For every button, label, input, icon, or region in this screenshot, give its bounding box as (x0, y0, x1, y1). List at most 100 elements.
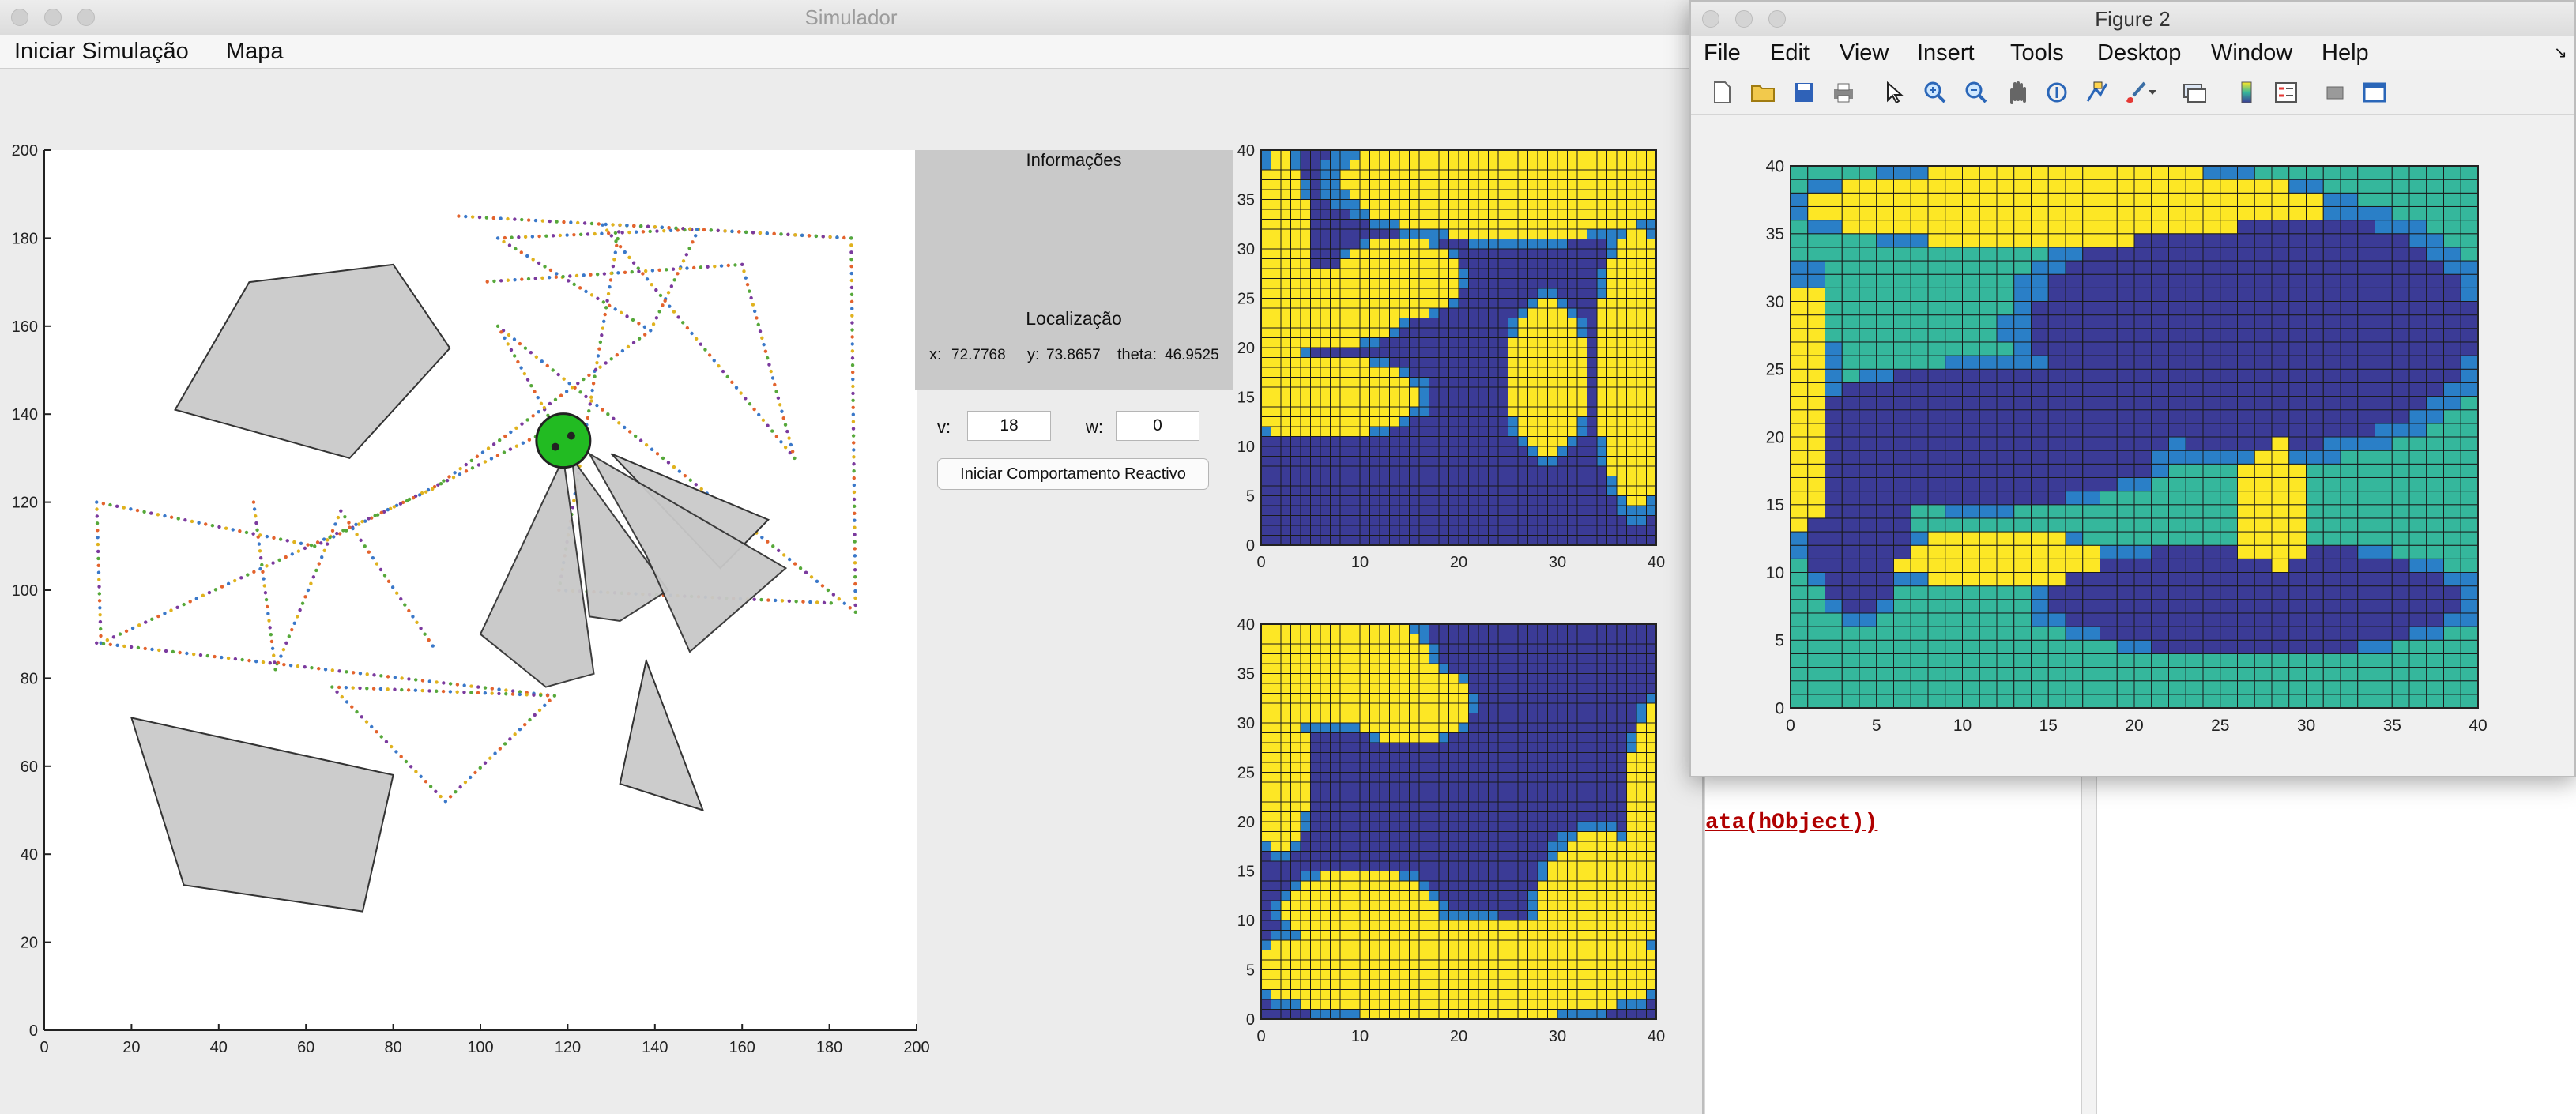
menu-help[interactable]: Help (2322, 40, 2369, 66)
heatmap-cell (2047, 165, 2066, 180)
menu-view[interactable]: View (1840, 40, 1889, 66)
heatmap-cell (1616, 623, 1627, 634)
heatmap-cell (1587, 436, 1598, 447)
heatmap-cell (1488, 969, 1499, 980)
heatmap-cell (1825, 368, 1843, 383)
heatmap-cell (1379, 357, 1390, 368)
heatmap-cell (1399, 623, 1410, 634)
heatmap-cell (1379, 634, 1390, 645)
heatmap-cell (1825, 450, 1843, 465)
menu-desktop[interactable]: Desktop (2097, 40, 2182, 66)
menu-overflow-icon[interactable]: ↘ (2554, 44, 2567, 62)
figure-close-button[interactable] (1702, 10, 1719, 28)
menu-edit[interactable]: Edit (1770, 40, 1810, 66)
trajectory-point (420, 679, 425, 683)
heatmap-cell (1606, 920, 1618, 931)
heatmap-cell (1508, 801, 1519, 812)
v-input[interactable]: 18 (967, 411, 1051, 441)
menu-file[interactable]: File (1704, 40, 1741, 66)
heatmap-cell (1616, 535, 1627, 546)
console-scrollbar[interactable] (2081, 777, 2097, 1114)
y-tick-label: 25 (1237, 291, 1255, 308)
heatmap-cell (1606, 742, 1618, 753)
heatmap-cell (1399, 169, 1410, 180)
heatmap-cell (1517, 999, 1528, 1010)
close-window-button[interactable] (11, 9, 28, 26)
heatmap-cell (1409, 386, 1420, 397)
trajectory-point (233, 657, 238, 661)
menu-tools[interactable]: Tools (2010, 40, 2064, 66)
heatmap-cell (1636, 189, 1647, 200)
heatmap-cell (1429, 525, 1440, 536)
link-plot-icon[interactable] (2181, 79, 2208, 106)
colorbar-icon[interactable] (2233, 79, 2260, 106)
trajectory-point (641, 230, 646, 234)
dock-icon[interactable] (2361, 79, 2388, 106)
pointer-icon[interactable] (1881, 79, 1908, 106)
heatmap-cell (1418, 673, 1429, 684)
heatmap-cell (1369, 663, 1380, 674)
heatmap-cell (1300, 357, 1311, 368)
menu-insert[interactable]: Insert (1917, 40, 1975, 66)
heatmap-cell (1616, 406, 1627, 417)
hide-tools-icon[interactable] (2322, 79, 2348, 106)
heatmap-cell (1547, 959, 1558, 970)
trajectory-point (619, 310, 623, 315)
heatmap-cell (2065, 558, 2084, 573)
w-input[interactable]: 0 (1116, 411, 1199, 441)
heatmap-cell (1807, 165, 1825, 180)
save-icon[interactable] (1791, 79, 1817, 106)
heatmap-cell (1859, 694, 1877, 709)
new-file-icon[interactable] (1708, 79, 1735, 106)
minimize-window-button[interactable] (44, 9, 62, 26)
menu-iniciar-simulacao[interactable]: Iniciar Simulação (14, 39, 189, 64)
heatmap-cell (1359, 199, 1370, 210)
heatmap-cell (1399, 900, 1410, 911)
heatmap-cell (2100, 558, 2118, 573)
matlab-console[interactable]: ata(hObject)) (1705, 777, 2576, 1114)
trajectory-point (205, 653, 209, 658)
trajectory-point (464, 469, 469, 473)
trajectory-point (252, 570, 256, 574)
heatmap-cell (2082, 368, 2100, 383)
menu-mapa[interactable]: Mapa (226, 39, 284, 64)
data-cursor-icon[interactable] (2083, 79, 2110, 106)
trajectory-point (631, 261, 636, 265)
heatmap-cell (1646, 841, 1657, 852)
brush-dropdown-icon[interactable] (2145, 79, 2160, 106)
heatmap-cell (1260, 623, 1271, 634)
heatmap-cell (1587, 386, 1598, 397)
maximize-window-button[interactable] (77, 9, 95, 26)
heatmap-cell (1596, 910, 1607, 921)
heatmap-cell (1369, 683, 1380, 694)
heatmap-cell (1389, 258, 1400, 269)
menu-window[interactable]: Window (2211, 40, 2293, 66)
heatmap-cell (1369, 643, 1380, 654)
heatmap-cell (1330, 801, 1341, 812)
trajectory-point (815, 579, 819, 584)
rotate-3d-icon[interactable] (2043, 79, 2070, 106)
trajectory-point (420, 491, 424, 495)
figure-minimize-button[interactable] (1735, 10, 1753, 28)
reactive-behavior-button[interactable]: Iniciar Comportamento Reactivo (937, 458, 1209, 490)
trajectory-point (767, 363, 771, 367)
trajectory-point (591, 382, 596, 386)
heatmap-cell (1409, 930, 1420, 941)
heatmap-cell (1616, 969, 1627, 980)
pan-hand-icon[interactable] (2004, 79, 2031, 106)
trajectory-point (785, 429, 789, 434)
open-folder-icon[interactable] (1749, 79, 1776, 106)
trajectory-point (363, 519, 367, 523)
heatmap-cell (1448, 535, 1459, 546)
zoom-in-icon[interactable] (1922, 79, 1949, 106)
heatmap-cell (1567, 930, 1578, 941)
legend-icon[interactable] (2273, 79, 2299, 106)
heatmap-cell (1537, 762, 1548, 773)
brush-icon[interactable] (2122, 79, 2149, 106)
heatmap-cell (1310, 465, 1321, 476)
zoom-out-icon[interactable] (1963, 79, 1990, 106)
print-icon[interactable] (1830, 79, 1857, 106)
figure-maximize-button[interactable] (1768, 10, 1786, 28)
trajectory-point (837, 597, 842, 601)
